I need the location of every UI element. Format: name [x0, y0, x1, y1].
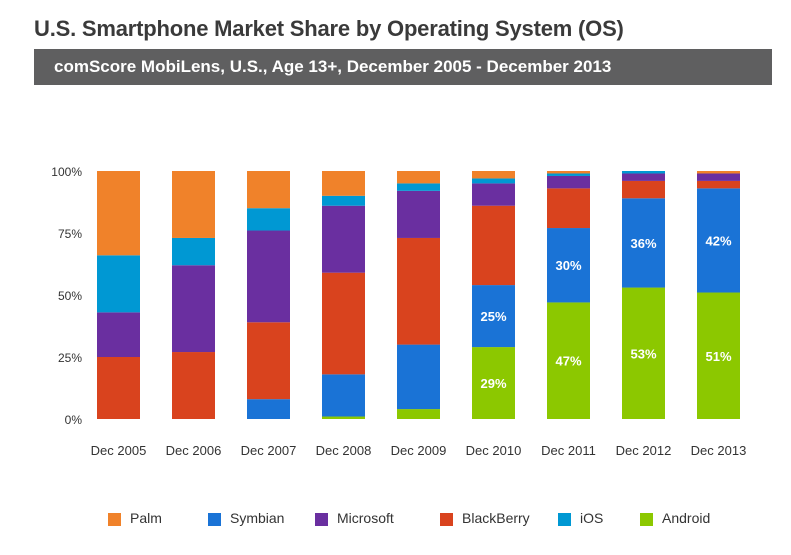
legend-label: Symbian	[230, 510, 285, 526]
legend-label: iOS	[580, 510, 604, 526]
data-label: 25%	[480, 309, 506, 324]
legend-label: Palm	[130, 510, 162, 526]
bar-segment-android	[697, 292, 740, 419]
bar-segment-palm	[697, 171, 740, 174]
y-tick-label: 25%	[58, 351, 82, 365]
bar-segment-blackberry	[172, 352, 215, 419]
data-label: 36%	[630, 236, 656, 251]
bar-segment-microsoft	[622, 173, 665, 181]
bar-segment-microsoft	[697, 173, 740, 181]
bar-segment-symbian	[322, 195, 365, 206]
chart-legend: Palm Symbian Microsoft BlackBerry iOS Android	[0, 509, 791, 533]
x-tick-label: Dec 2005	[91, 443, 147, 458]
x-tick-label: Dec 2012	[616, 443, 672, 458]
bar-segment-palm	[472, 171, 515, 179]
y-tick-label: 50%	[58, 289, 82, 303]
legend-swatch	[640, 513, 653, 526]
data-label: 53%	[630, 346, 656, 361]
bar-segment-palm	[247, 171, 290, 209]
bar-segment-symbian	[397, 183, 440, 191]
bar-segment-android	[322, 416, 365, 419]
bar-segment-ios	[622, 198, 665, 288]
bar-segment-microsoft	[97, 312, 140, 357]
legend-swatch	[558, 513, 571, 526]
data-label: 51%	[705, 349, 731, 364]
bar-segment-ios	[472, 285, 515, 348]
legend-label: BlackBerry	[462, 510, 530, 526]
bar-segment-symbian	[622, 171, 665, 174]
subtitle-bar: comScore MobiLens, U.S., Age 13+, Decemb…	[34, 49, 772, 85]
x-tick-label: Dec 2009	[391, 443, 447, 458]
chart-title: U.S. Smartphone Market Share by Operatin…	[34, 16, 624, 41]
bar-segment-palm	[397, 171, 440, 184]
bar-segment-blackberry	[322, 272, 365, 375]
bar-segment-symbian	[247, 208, 290, 231]
bar-segment-microsoft	[472, 183, 515, 206]
bar-segment-symbian	[172, 237, 215, 266]
bar-segment-palm	[547, 171, 590, 174]
bar-segment-microsoft	[322, 205, 365, 273]
legend-label: Microsoft	[337, 510, 394, 526]
bar-segment-microsoft	[172, 265, 215, 353]
bar-segment-microsoft	[247, 230, 290, 323]
bar-segment-palm	[172, 171, 215, 238]
bar-segment-palm	[322, 171, 365, 196]
data-label: 29%	[480, 376, 506, 391]
bar-segment-symbian	[547, 173, 590, 176]
legend-swatch	[208, 513, 221, 526]
data-label: 47%	[555, 354, 581, 369]
bar-segment-blackberry	[697, 180, 740, 189]
x-tick-label: Dec 2013	[691, 443, 747, 458]
bar-segment-microsoft	[547, 175, 590, 189]
bar-segment-blackberry	[97, 357, 140, 419]
data-label: 30%	[555, 258, 581, 273]
bar-segment-blackberry	[622, 180, 665, 199]
bar-segment-android	[622, 287, 665, 419]
bar-segment-android	[472, 347, 515, 419]
y-tick-label: 75%	[58, 227, 82, 241]
data-label: 42%	[705, 233, 731, 248]
bar-segment-android	[547, 302, 590, 419]
bar-segment-ios	[247, 399, 290, 419]
chart-subtitle: comScore MobiLens, U.S., Age 13+, Decemb…	[54, 57, 612, 76]
bar-segment-blackberry	[397, 237, 440, 345]
bar-segment-symbian	[472, 178, 515, 184]
bar-segment-palm	[97, 171, 140, 256]
bar-segment-ios	[397, 344, 440, 410]
legend-swatch	[440, 513, 453, 526]
chart-area: 0% 25% 50% 75% 100% Dec 2005 Dec 2006 Dec 2007 D…	[51, 165, 747, 458]
bar-segment-blackberry	[247, 322, 290, 400]
x-tick-label: Dec 2011	[541, 443, 596, 458]
legend-swatch	[108, 513, 121, 526]
bar-segment-symbian	[97, 255, 140, 313]
bar-segment-microsoft	[397, 190, 440, 238]
bar-segment-ios	[697, 188, 740, 293]
x-tick-label: Dec 2008	[316, 443, 372, 458]
legend-swatch	[315, 513, 328, 526]
bar-segment-android	[397, 409, 440, 419]
legend-label: Android	[662, 510, 711, 526]
x-tick-label: Dec 2010	[466, 443, 522, 458]
y-tick-label: 100%	[51, 165, 82, 179]
x-tick-label: Dec 2006	[166, 443, 222, 458]
bar-segment-blackberry	[547, 188, 590, 229]
x-tick-label: Dec 2007	[241, 443, 297, 458]
y-tick-label: 0%	[65, 413, 83, 427]
bar-segment-ios	[322, 374, 365, 417]
bar-segment-ios	[547, 228, 590, 303]
bar-segment-blackberry	[472, 205, 515, 286]
